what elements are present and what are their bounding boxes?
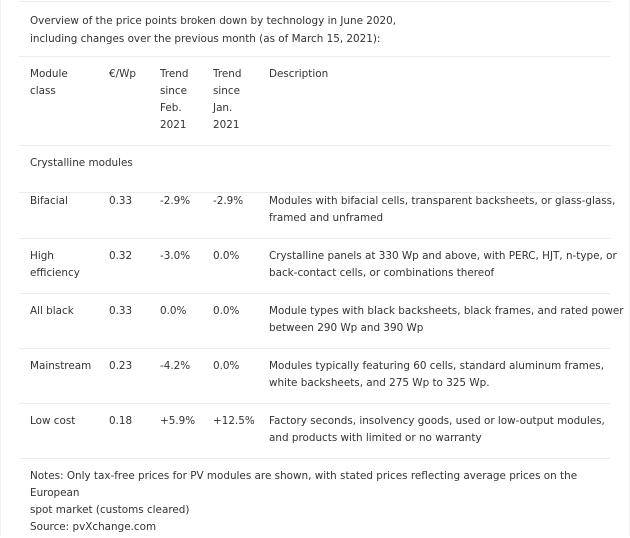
cell-text: back-contact cells, or combinations ther… — [269, 267, 495, 279]
header-trend-feb: Trend since Feb. 2021 — [160, 66, 188, 134]
header-module-class: Module class — [30, 66, 68, 100]
header-text: 2021 — [213, 119, 240, 131]
table-row-trend-jan: -2.9% — [213, 195, 244, 207]
table-row-price: 0.23 — [109, 360, 133, 372]
intro-line-1: Overview of the price points broken down… — [30, 15, 397, 27]
divider — [19, 56, 610, 57]
cell-text: white backsheets, and 275 Wp to 325 Wp. — [269, 377, 490, 389]
table-row-module-class: Bifacial — [30, 193, 68, 210]
table-row-price: 0.32 — [109, 250, 133, 262]
cell-text: and products with limited or no warranty — [269, 432, 482, 444]
divider — [19, 348, 610, 349]
intro-line-2: including changes over the previous mont… — [30, 33, 381, 45]
cell-text: between 290 Wp and 390 Wp — [269, 322, 424, 334]
table-row-trend-feb: 0.0% — [160, 305, 187, 317]
table-row-module-class: All black — [30, 303, 74, 320]
table-row-trend-jan: 0.0% — [213, 250, 240, 262]
table-row-trend-feb: -4.2% — [160, 360, 191, 372]
divider — [19, 192, 610, 193]
header-text: since — [160, 85, 187, 97]
table-row-trend-feb: -3.0% — [160, 250, 191, 262]
header-text: Jan. — [213, 102, 233, 114]
header-text: Trend — [160, 68, 189, 80]
table-row-price: 0.33 — [109, 305, 133, 317]
section-label: Crystalline modules — [30, 157, 133, 169]
divider — [19, 1, 610, 2]
header-text: Module — [30, 68, 68, 80]
source-text: Source: pvXchange.com — [30, 521, 157, 533]
divider — [19, 403, 610, 404]
table-row-trend-feb: -2.9% — [160, 195, 191, 207]
cell-text: Mainstream — [30, 360, 92, 372]
notes-line-1: Notes: Only tax-free prices for PV modul… — [30, 470, 578, 499]
table-row-module-class: High efficiency — [30, 248, 80, 282]
header-text: 2021 — [160, 119, 187, 131]
header-description: Description — [269, 68, 329, 80]
cell-text: framed and unframed — [269, 212, 384, 224]
header-text: Trend — [213, 68, 242, 80]
cell-text: Modules typically featuring 60 cells, st… — [269, 360, 605, 372]
divider — [19, 293, 610, 294]
cell-text: All black — [30, 305, 74, 317]
table-row-trend-jan: 0.0% — [213, 305, 240, 317]
table-row-trend-jan: 0.0% — [213, 360, 240, 372]
cell-text: Crystalline panels at 330 Wp and above, … — [269, 250, 617, 262]
table-row-description: Factory seconds, insolvency goods, used … — [269, 413, 605, 447]
cell-text: Module types with black backsheets, blac… — [269, 305, 624, 317]
table-row-trend-jan: +12.5% — [213, 415, 255, 427]
cell-text: Factory seconds, insolvency goods, used … — [269, 415, 605, 427]
table-row-description: Modules with bifacial cells, transparent… — [269, 193, 615, 227]
cell-text: Bifacial — [30, 195, 68, 207]
table-notes: Notes: Only tax-free prices for PV modul… — [30, 468, 600, 536]
header-text: since — [213, 85, 240, 97]
header-text: class — [30, 85, 56, 97]
cell-text: Modules with bifacial cells, transparent… — [269, 195, 616, 207]
cell-text: Low cost — [30, 415, 76, 427]
table-row-module-class: Mainstream — [30, 358, 91, 375]
table-row-price: 0.33 — [109, 195, 133, 207]
table-row-trend-feb: +5.9% — [160, 415, 196, 427]
table-row-module-class: Low cost — [30, 413, 75, 430]
notes-line-2: spot market (customs cleared) — [30, 504, 190, 516]
divider — [19, 458, 610, 459]
table-row-price: 0.18 — [109, 415, 133, 427]
header-text: Feb. — [160, 102, 182, 114]
table-row-description: Modules typically featuring 60 cells, st… — [269, 358, 604, 392]
divider — [19, 145, 610, 146]
intro-text: Overview of the price points broken down… — [30, 12, 396, 48]
header-trend-jan: Trend since Jan. 2021 — [213, 66, 241, 134]
divider — [19, 238, 610, 239]
cell-text: High — [30, 250, 54, 262]
table-row-description: Crystalline panels at 330 Wp and above, … — [269, 248, 617, 282]
header-price: €/Wp — [109, 68, 136, 80]
table-row-description: Module types with black backsheets, blac… — [269, 303, 624, 337]
cell-text: efficiency — [30, 267, 80, 279]
